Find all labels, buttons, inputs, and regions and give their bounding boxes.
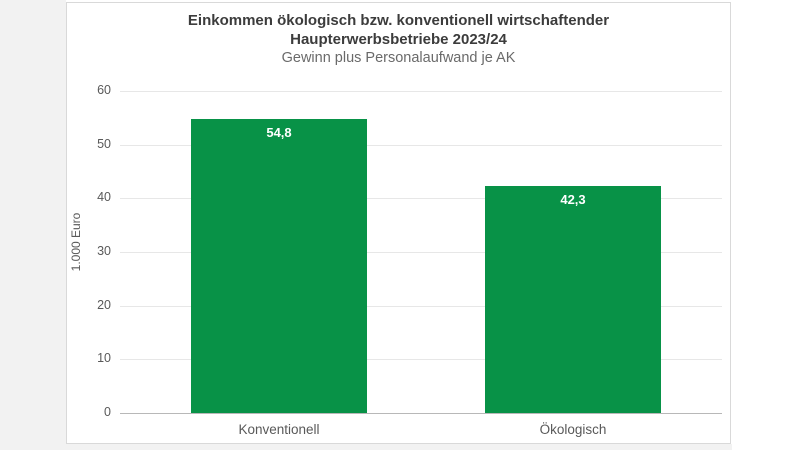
gridline <box>120 252 722 253</box>
x-category-label: Ökologisch <box>539 422 607 437</box>
bar-konventionell: 54,8 <box>191 118 367 413</box>
chart-subtitle: Gewinn plus Personalaufwand je AK <box>281 50 516 66</box>
y-tick-label: 30 <box>97 244 111 258</box>
page-background-strip-bottom <box>0 444 732 450</box>
chart-title: Einkommen ökologisch bzw. konventionell … <box>67 11 730 49</box>
y-tick-label: 60 <box>97 83 111 97</box>
y-tick-label: 50 <box>97 136 111 151</box>
bar-ökologisch: 42,3 <box>485 185 661 413</box>
gridline <box>120 91 722 92</box>
gridline <box>120 359 722 361</box>
y-tick-label: 10 <box>97 351 111 366</box>
y-tick-label: 20 <box>97 297 111 312</box>
gridline <box>120 305 722 307</box>
chart-panel: Einkommen ökologisch bzw. konventionell … <box>66 2 731 444</box>
y-tick-label: 0 <box>104 405 111 419</box>
bar-value-label: 54,8 <box>266 124 292 140</box>
y-tick-label: 40 <box>97 190 111 205</box>
gridline <box>120 198 722 200</box>
x-category-label: Konventionell <box>238 422 320 437</box>
y-axis-title: 1.000 Euro <box>69 212 83 272</box>
chart-title-line2: Haupterwerbsbetriebe 2023/24 <box>290 31 507 48</box>
chart-title-line1: Einkommen ökologisch bzw. konventionell … <box>187 12 610 29</box>
x-axis-line <box>120 413 722 414</box>
bar-value-label: 42,3 <box>560 191 586 207</box>
gridline <box>120 144 722 146</box>
page-background-strip-left <box>0 0 66 450</box>
